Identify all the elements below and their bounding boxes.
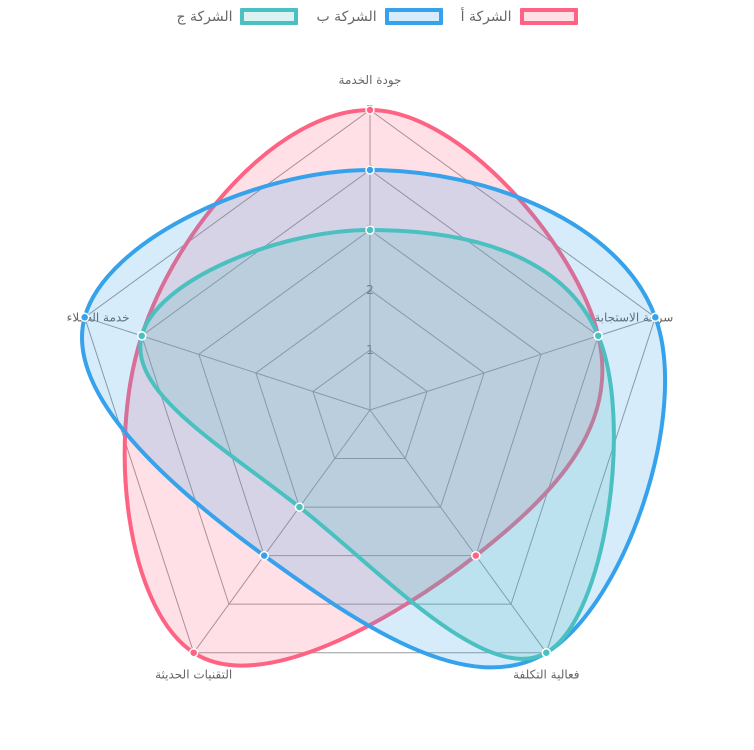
axis-spoke <box>84 316 371 411</box>
series-line-3 <box>138 228 616 661</box>
series-3-point <box>294 502 305 512</box>
legend-swatch <box>519 8 578 25</box>
series-2-point <box>259 550 269 561</box>
series-3-point <box>136 331 147 341</box>
series-1-point <box>188 647 199 658</box>
series-line-2 <box>80 168 668 670</box>
axis-label: التقنيات الحديثة <box>155 668 232 682</box>
series-2-point <box>650 312 661 323</box>
axis-spoke <box>369 316 656 411</box>
legend-item-1[interactable]: الشركة أ <box>461 8 578 25</box>
grid-ring-1 <box>312 349 428 460</box>
series-1-point <box>471 550 481 561</box>
series-3-point <box>593 331 604 341</box>
legend-item-2[interactable]: الشركة ب <box>316 8 443 25</box>
series-1-point <box>365 105 375 115</box>
legend-label: الشركة ب <box>316 8 377 25</box>
axis-spoke <box>193 409 371 653</box>
tick-label: 1 <box>366 343 374 357</box>
series-2-point <box>365 165 375 175</box>
grid-ring-2 <box>255 289 485 508</box>
axis-label: جودة الخدمة <box>339 73 402 88</box>
grid-ring-4 <box>141 169 599 605</box>
axis-label: فعالية التكلفة <box>513 668 579 682</box>
grid-ring-5 <box>84 109 656 654</box>
legend-item-3[interactable]: الشركة ج <box>176 8 299 25</box>
legend-swatch <box>384 8 443 25</box>
tick-label: 2 <box>366 283 374 297</box>
series-3-point <box>365 225 375 235</box>
legend-label: الشركة أ <box>460 8 512 25</box>
chart-legend: الشركة أ الشركة ب الشركة ج <box>0 8 754 25</box>
legend-label: الشركة ج <box>176 8 233 25</box>
legend-swatch <box>240 8 299 25</box>
series-2-point <box>79 312 90 323</box>
axis-spoke <box>369 409 547 653</box>
grid-ring-3 <box>198 229 542 557</box>
series-line-1 <box>122 108 605 668</box>
series-3-point <box>541 647 552 658</box>
